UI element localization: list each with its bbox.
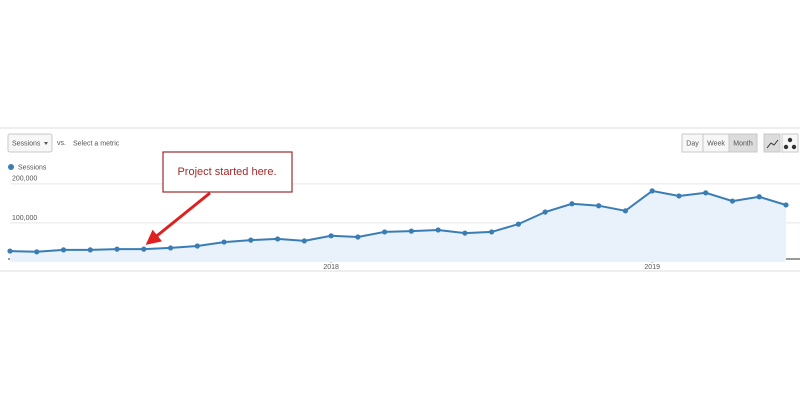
point [783, 202, 789, 208]
point [355, 234, 361, 240]
y-tick-label: 100,000 [12, 215, 37, 222]
point [221, 239, 227, 245]
point [756, 194, 762, 200]
metric-dropdown[interactable] [7, 133, 53, 153]
period-buttons: Day Week Month [681, 133, 758, 153]
point [274, 236, 281, 242]
plot: Sessions 100,000 200,000 2018 2019 [7, 164, 800, 271]
point [194, 243, 200, 249]
compare-metric[interactable]: Select a metric [73, 140, 120, 147]
point [435, 227, 441, 233]
period-button-label: Month [733, 140, 753, 147]
point [7, 248, 13, 254]
point [622, 208, 629, 214]
point [87, 247, 93, 253]
x-tick-label: 2019 [644, 264, 660, 271]
point [167, 245, 174, 251]
vs-label: vs. [57, 140, 66, 147]
point [676, 193, 682, 199]
area [10, 190, 786, 262]
point [114, 246, 120, 252]
icon-glyph [766, 139, 779, 149]
annotation-box [162, 151, 293, 193]
period-button-label: Week [707, 140, 725, 147]
y-tick-label: 200,000 [12, 176, 37, 183]
point [141, 246, 147, 252]
point [34, 249, 40, 255]
point [462, 230, 468, 236]
point [248, 237, 254, 243]
point [60, 247, 67, 253]
point [408, 228, 414, 234]
dropdown-caret [44, 142, 48, 145]
period-button[interactable] [728, 133, 758, 153]
point [382, 229, 388, 235]
icon-glyph [783, 137, 797, 150]
point [703, 190, 709, 196]
annotation-text: Project started here. [177, 166, 276, 178]
point [596, 203, 602, 209]
point [729, 198, 736, 204]
point [649, 188, 655, 194]
annotation-arrow [145, 191, 211, 245]
point [569, 201, 575, 207]
legend-label: Sessions [18, 164, 47, 171]
legend-marker [8, 164, 14, 170]
motion-chart-icon[interactable] [781, 133, 799, 153]
line-chart-icon[interactable] [763, 133, 781, 153]
period-button-label: Day [686, 140, 699, 147]
x-tick-label: 2018 [323, 264, 339, 271]
point [515, 221, 522, 227]
point [301, 238, 307, 244]
point [328, 233, 334, 239]
point [542, 209, 548, 215]
point [489, 229, 495, 235]
line [9, 189, 787, 253]
metric-label: Sessions [12, 140, 41, 147]
